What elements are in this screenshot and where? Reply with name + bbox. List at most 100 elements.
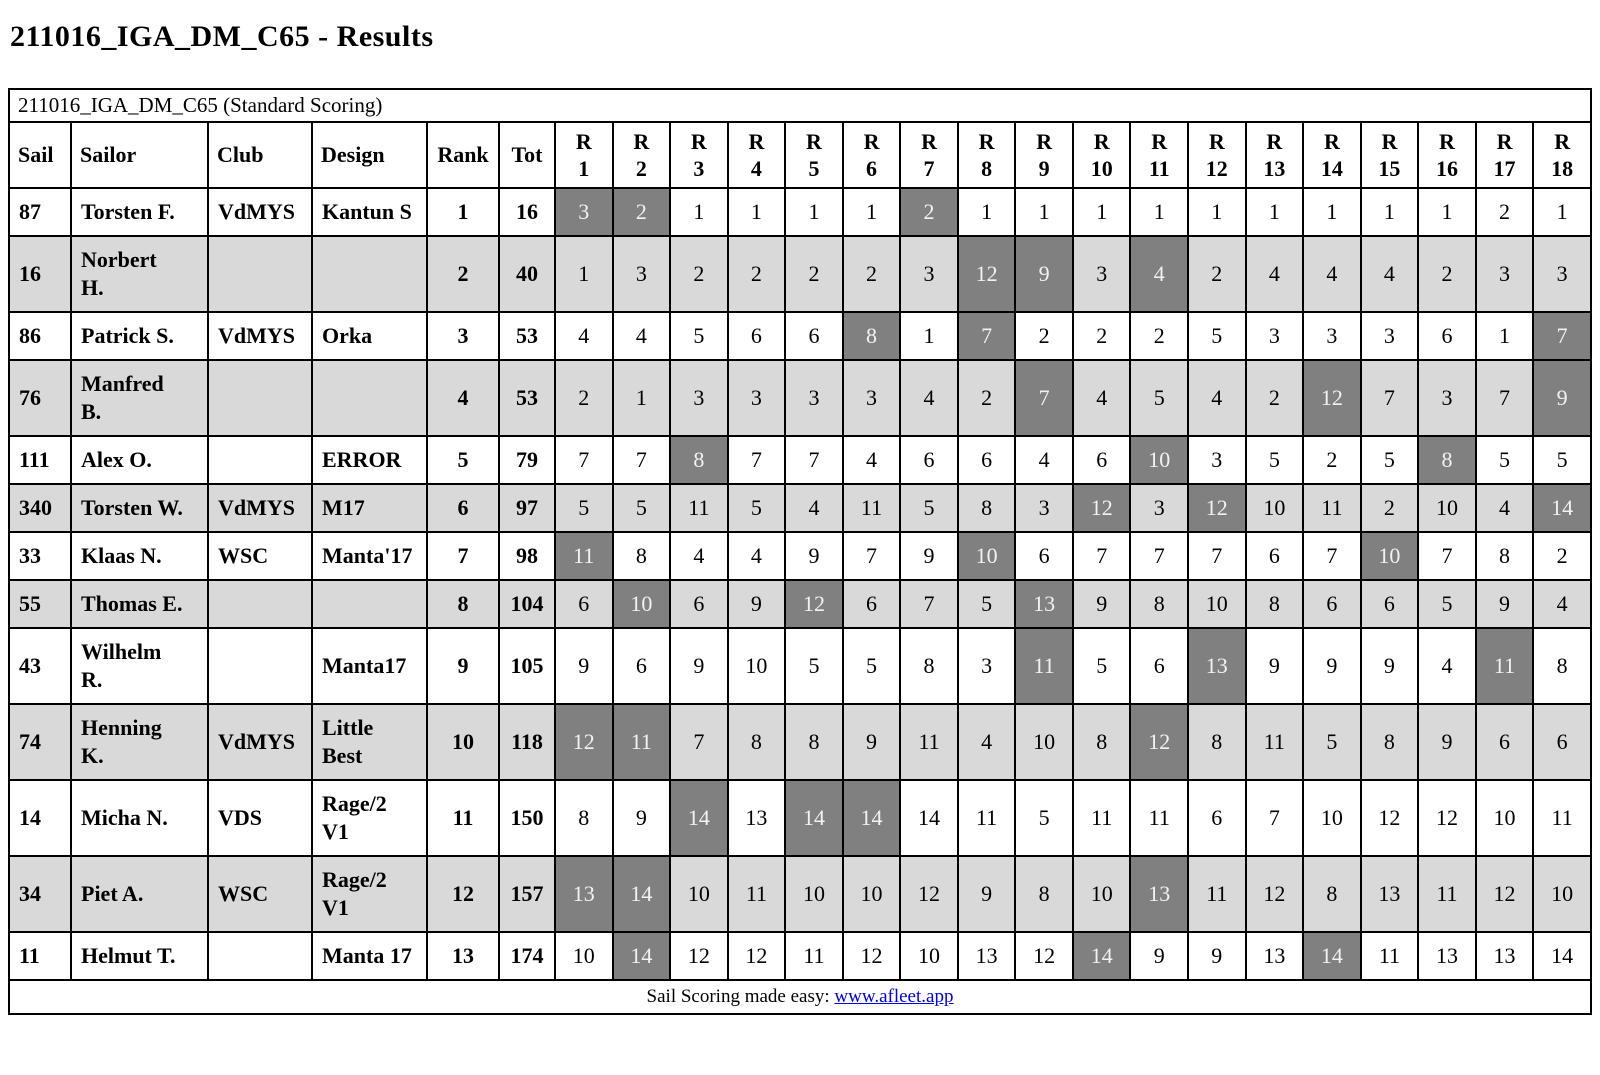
col-header-race-12: R 12: [1187, 121, 1247, 189]
race-16-score-cell: 7: [1417, 531, 1477, 581]
race-8-score-cell: 13: [956, 931, 1017, 981]
race-13-score-cell: 6: [1244, 531, 1305, 581]
race-header-number: 5: [808, 156, 820, 181]
race-15-score-cell: 6: [1359, 579, 1420, 629]
tot-cell: 16: [498, 187, 556, 237]
race-6-score-cell: 7: [841, 531, 902, 581]
sail-cell: 87: [8, 187, 72, 237]
race-header-prefix: R: [921, 129, 937, 154]
sailor-cell: Torsten F.: [70, 187, 209, 237]
race-header-prefix: R: [1323, 129, 1340, 154]
race-header-prefix: R: [748, 129, 765, 154]
sail-cell: 55: [8, 579, 72, 629]
sailor-cell: Henning K.: [70, 703, 209, 781]
race-5-score-cell: 1: [784, 187, 844, 237]
sail-cell: 33: [8, 531, 72, 581]
race-header-number: 1: [578, 156, 590, 181]
club-cell: VDS: [207, 779, 313, 857]
result-row-sail-111: 111 Alex O. ERROR 5 79 7 7 8 7 7 4 6 6 4 6 10 3 5 2 5 8 5 5: [8, 435, 1592, 485]
race-11-score-cell: 7: [1129, 531, 1190, 581]
col-header-race-10: R 10: [1071, 121, 1132, 189]
race-2-score-cell: 11: [611, 703, 672, 781]
design-cell: Manta'17: [311, 531, 428, 581]
result-row-sail-340: 340 Torsten W. VdMYS M17 6 97 5 5 11 5 4 11 5 8 3 12 3 12…: [8, 483, 1592, 533]
club-cell: [207, 627, 313, 705]
race-11-score-cell: 4: [1129, 235, 1190, 313]
race-3-score-cell: 12: [669, 931, 729, 981]
race-9-score-cell: 6: [1014, 531, 1074, 581]
race-17-score-cell: 9: [1474, 579, 1535, 629]
race-header-number: 11: [1148, 156, 1170, 181]
race-3-score-cell: 6: [669, 579, 729, 629]
race-header-prefix: R: [1381, 129, 1398, 154]
footer-row: Sail Scoring made easy: www.afleet.app: [8, 979, 1592, 1015]
race-11-score-cell: 2: [1129, 311, 1190, 361]
race-3-score-cell: 2: [669, 235, 729, 313]
race-1-score-cell: 2: [554, 359, 614, 437]
race-16-score-cell: 8: [1417, 435, 1477, 485]
rank-cell: 11: [426, 779, 500, 857]
sailor-cell: Norbert H.: [70, 235, 209, 313]
race-14-score-cell: 1: [1302, 187, 1362, 237]
race-header-number: 17: [1493, 156, 1516, 181]
sailor-cell: Manfred B.: [70, 359, 209, 437]
club-cell: [207, 931, 313, 981]
race-3-score-cell: 4: [669, 531, 729, 581]
race-17-score-cell: 10: [1474, 779, 1535, 857]
race-5-score-cell: 4: [784, 483, 844, 533]
sailor-cell: Patrick S.: [70, 311, 209, 361]
race-4-score-cell: 9: [726, 579, 787, 629]
tot-cell: 40: [498, 235, 556, 313]
table-caption: 211016_IGA_DM_C65 (Standard Scoring): [8, 88, 1592, 123]
race-6-score-cell: 10: [841, 855, 902, 933]
rank-cell: 3: [426, 311, 500, 361]
race-7-score-cell: 2: [899, 187, 959, 237]
race-5-score-cell: 9: [784, 531, 844, 581]
race-1-score-cell: 9: [554, 627, 614, 705]
race-7-score-cell: 6: [899, 435, 959, 485]
design-cell: [311, 235, 428, 313]
race-10-score-cell: 11: [1071, 779, 1132, 857]
race-5-score-cell: 11: [784, 931, 844, 981]
rank-cell: 10: [426, 703, 500, 781]
race-8-score-cell: 8: [956, 483, 1017, 533]
race-18-score-cell: 9: [1532, 359, 1592, 437]
race-7-score-cell: 12: [899, 855, 959, 933]
race-header-prefix: R: [1093, 129, 1110, 154]
race-header-number: 7: [923, 156, 935, 181]
race-10-score-cell: 12: [1071, 483, 1132, 533]
tot-cell: 79: [498, 435, 556, 485]
result-row-sail-11: 11 Helmut T. Manta 17 13 174 10 14 12 12 11 12 10 13…: [8, 931, 1592, 981]
race-6-score-cell: 5: [841, 627, 902, 705]
race-6-score-cell: 14: [841, 779, 902, 857]
race-6-score-cell: 1: [841, 187, 902, 237]
race-14-score-cell: 4: [1302, 235, 1362, 313]
footer-link[interactable]: www.afleet.app: [834, 986, 954, 1007]
col-header-race-17: R 17: [1474, 121, 1535, 189]
race-8-score-cell: 7: [956, 311, 1017, 361]
race-5-score-cell: 5: [784, 627, 844, 705]
sail-cell: 111: [8, 435, 72, 485]
race-6-score-cell: 11: [841, 483, 902, 533]
race-9-score-cell: 12: [1014, 931, 1074, 981]
sail-cell: 340: [8, 483, 72, 533]
rank-cell: 5: [426, 435, 500, 485]
race-header-prefix: R: [1496, 129, 1513, 154]
results-table: 211016_IGA_DM_C65 (Standard Scoring) Sai…: [8, 88, 1592, 1015]
club-cell: VdMYS: [207, 187, 313, 237]
col-header-sail: Sail: [8, 121, 72, 189]
race-12-score-cell: 13: [1187, 627, 1247, 705]
race-4-score-cell: 8: [726, 703, 787, 781]
race-6-score-cell: 6: [841, 579, 902, 629]
col-header-sailor: Sailor: [70, 121, 209, 189]
race-7-score-cell: 14: [899, 779, 959, 857]
race-4-score-cell: 11: [726, 855, 787, 933]
sailor-cell: Helmut T.: [70, 931, 209, 981]
race-7-score-cell: 9: [899, 531, 959, 581]
col-header-race-16: R 16: [1417, 121, 1477, 189]
race-16-score-cell: 4: [1417, 627, 1477, 705]
rank-cell: 2: [426, 235, 500, 313]
